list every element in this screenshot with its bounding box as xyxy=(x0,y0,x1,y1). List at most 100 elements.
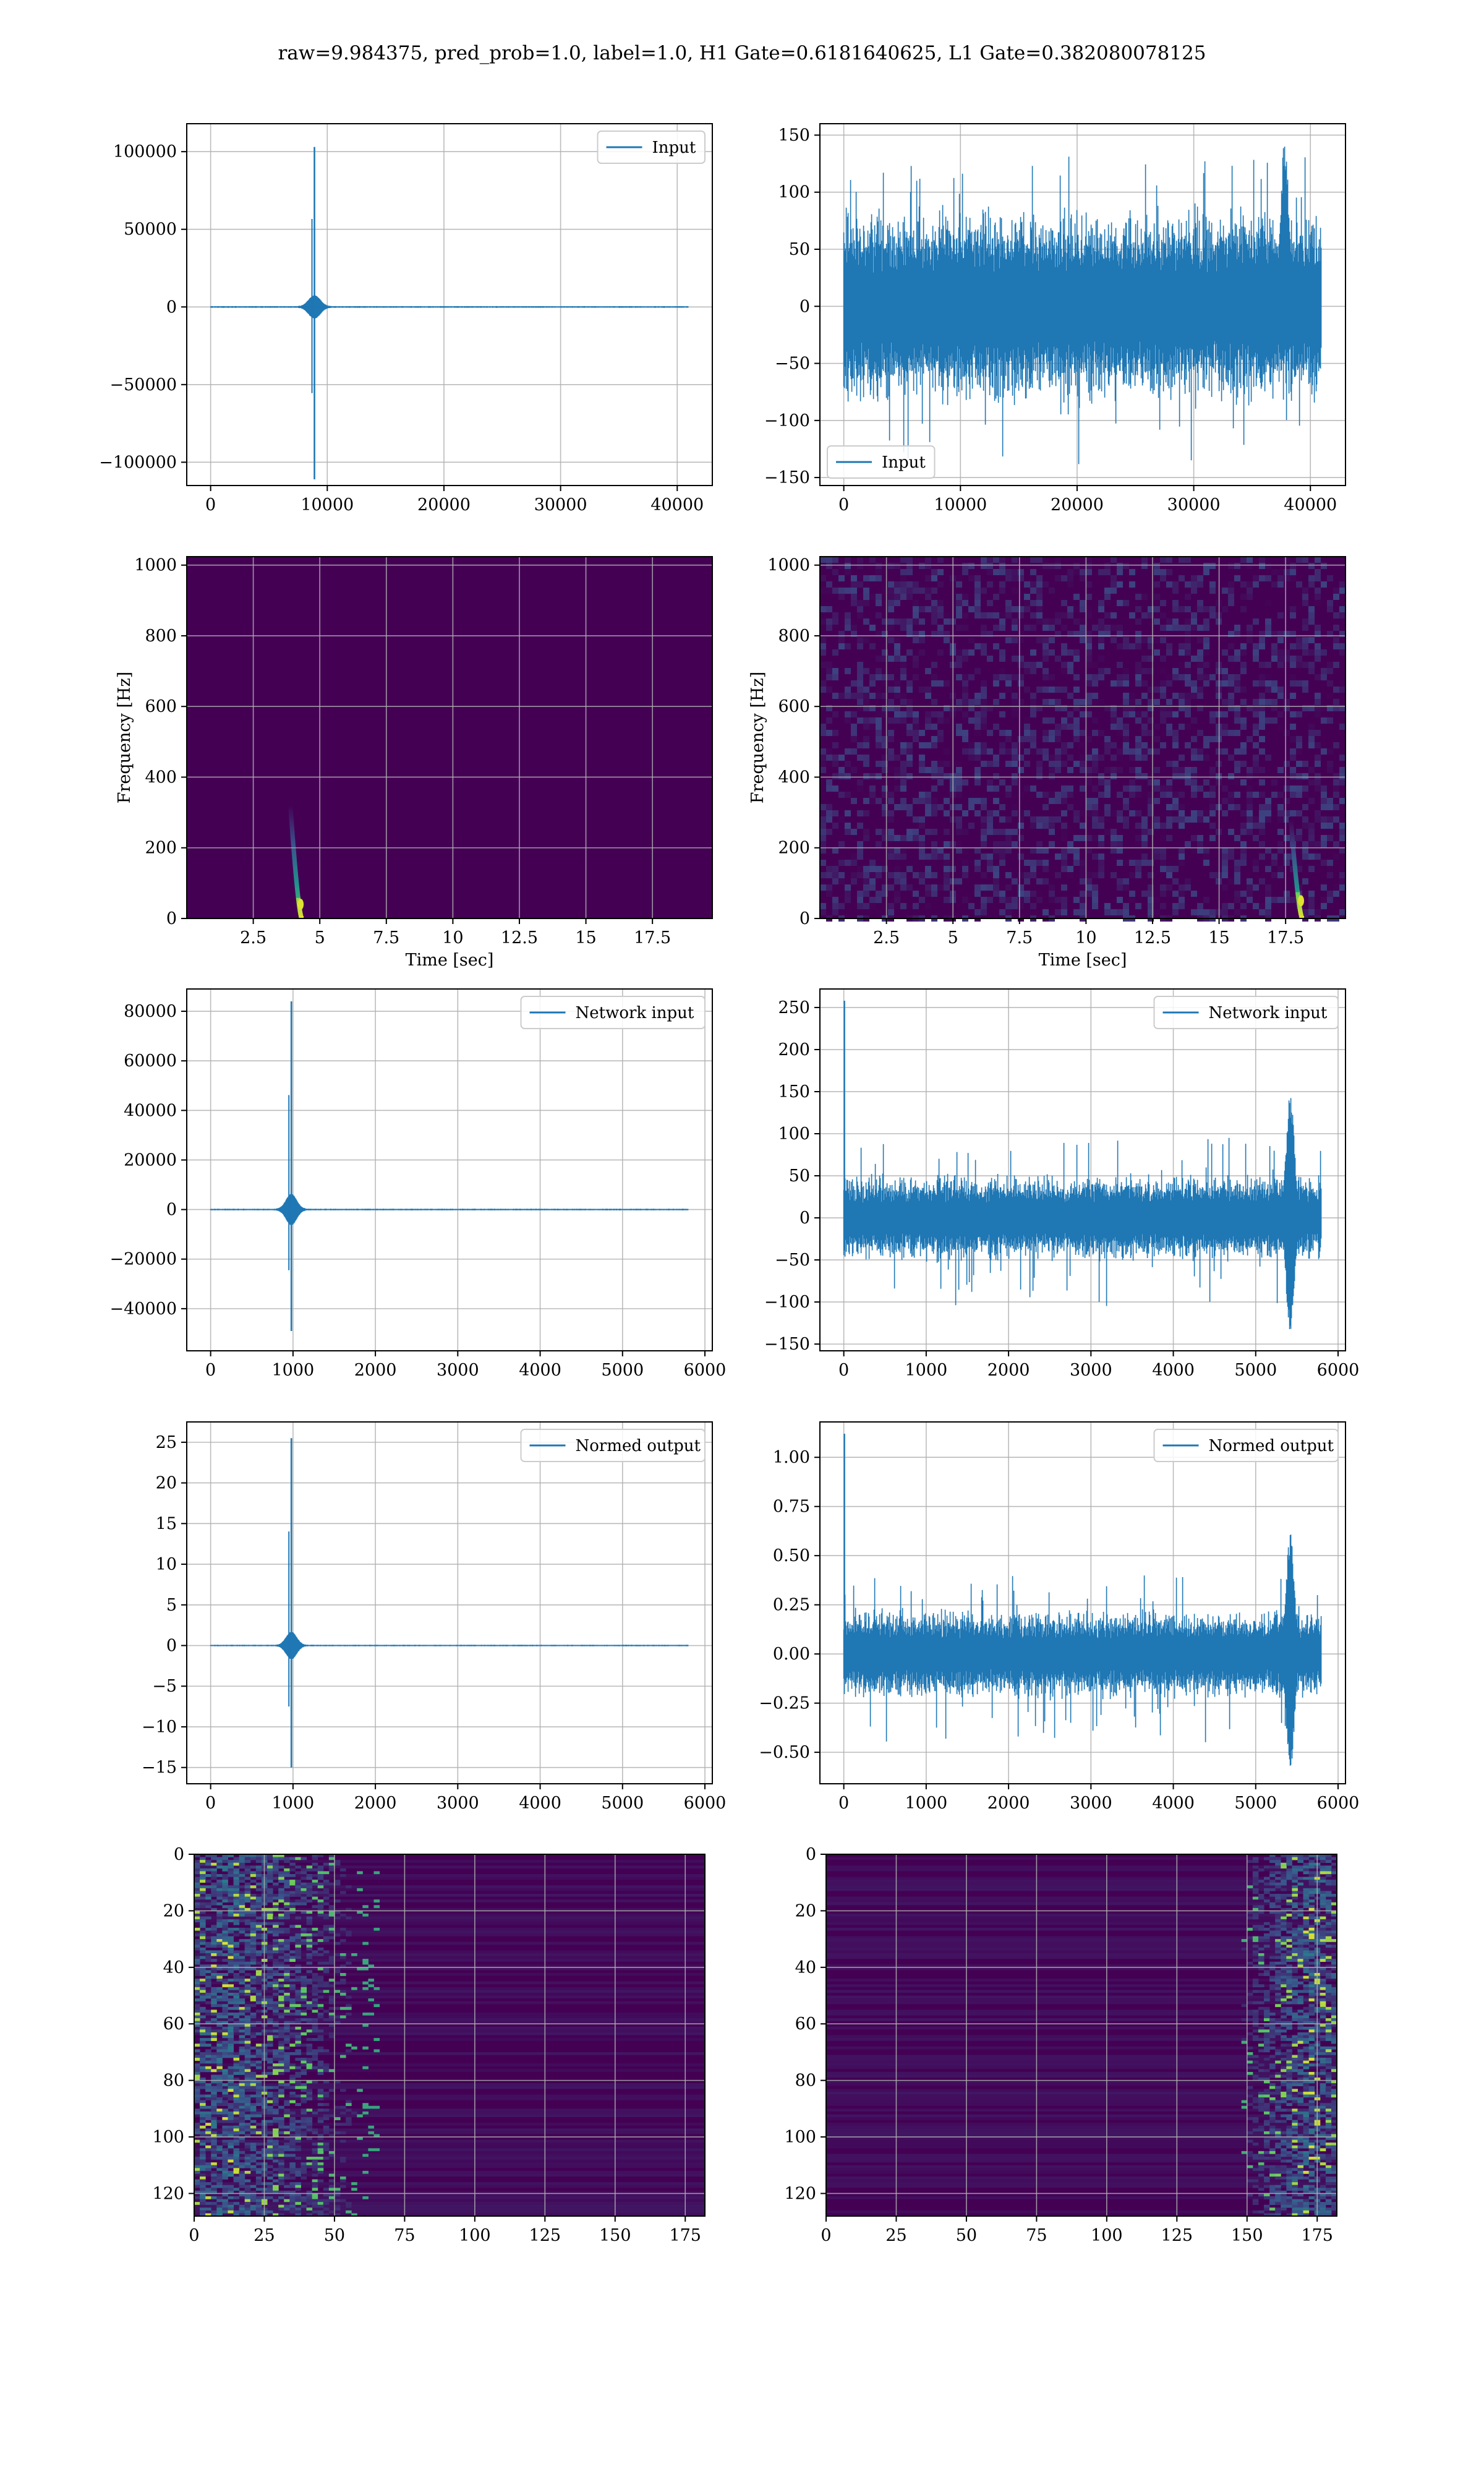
heatmap-cell xyxy=(1141,829,1148,835)
heatmap-row xyxy=(194,1899,705,1903)
heatmap-cell xyxy=(284,1882,290,1886)
heatmap-cell xyxy=(1333,804,1339,810)
heatmap-cell xyxy=(1036,557,1043,563)
heatmap-cell xyxy=(244,2032,251,2035)
heatmap-cell xyxy=(317,1984,324,1988)
heatmap-cell xyxy=(273,2134,279,2138)
y-tick-label: 150 xyxy=(778,126,810,145)
heatmap-cell xyxy=(289,2182,296,2186)
heatmap-cell xyxy=(1117,600,1123,606)
heatmap-cell xyxy=(233,2134,240,2138)
heatmap-cell xyxy=(267,1907,273,1911)
heatmap-cell xyxy=(194,2182,200,2186)
heatmap-cell xyxy=(1135,717,1141,724)
heatmap-cell xyxy=(1043,860,1049,866)
heatmap-cell xyxy=(1185,581,1191,588)
heatmap-cell xyxy=(278,2213,284,2217)
heatmap-cell xyxy=(200,2103,206,2107)
heatmap-cell xyxy=(1111,835,1117,841)
axes-frame xyxy=(819,556,1346,919)
heatmap-cell xyxy=(845,717,851,724)
heatmap-cell xyxy=(1308,854,1315,860)
heatmap-row xyxy=(194,2170,705,2174)
heatmap-cell xyxy=(233,2210,240,2214)
heatmap-cell xyxy=(1269,1857,1276,1860)
heatmap-cell xyxy=(267,1967,273,1971)
heatmap-cell xyxy=(974,909,981,915)
heatmap-cell xyxy=(981,680,987,687)
heatmap-cell xyxy=(211,1967,217,1971)
heatmap-cell xyxy=(1061,643,1067,649)
heatmap-cell xyxy=(919,687,925,693)
heatmap-cell xyxy=(301,2058,307,2061)
heatmap-cell xyxy=(250,2083,257,2087)
heatmap-cell xyxy=(239,1919,245,1922)
heatmap-cell xyxy=(222,2120,228,2123)
heatmap-cell xyxy=(1104,625,1111,631)
heatmap-cell xyxy=(273,2058,279,2061)
heatmap-cell xyxy=(278,1877,284,1880)
heatmap-cell xyxy=(244,2145,251,2149)
heatmap-cell xyxy=(1005,637,1012,643)
heatmap-cell xyxy=(1172,761,1179,767)
heatmap-cell xyxy=(312,2193,318,2197)
x-tick-label: 2000 xyxy=(354,1794,397,1813)
heatmap-cell xyxy=(317,2108,324,2112)
heatmap-cell xyxy=(273,2145,279,2149)
heatmap-cell xyxy=(250,1911,257,1914)
heatmap-row xyxy=(194,2021,705,2024)
y-tick-label: 800 xyxy=(778,627,810,646)
heatmap-cell xyxy=(1259,717,1265,724)
heatmap-cell xyxy=(216,2080,223,2084)
heatmap-cell xyxy=(999,693,1005,699)
heatmap-cell xyxy=(1005,687,1012,693)
heatmap-cell xyxy=(1030,785,1036,792)
heatmap-row xyxy=(194,1972,705,1976)
heatmap-cell xyxy=(317,2035,324,2039)
heatmap-cell xyxy=(981,773,987,779)
heatmap-cell xyxy=(1080,872,1086,878)
heatmap-cell xyxy=(1092,854,1098,860)
heatmap-cell xyxy=(987,829,993,835)
heatmap-cell xyxy=(239,1865,245,1869)
heatmap-cell xyxy=(200,1981,206,1985)
heatmap-cell xyxy=(239,1992,245,1996)
heatmap-cell xyxy=(211,1899,217,1903)
heatmap-cell xyxy=(216,2074,223,2078)
heatmap-cell xyxy=(1086,674,1092,680)
x-tick-label: 0 xyxy=(838,495,849,515)
heatmap-cell xyxy=(1228,656,1234,662)
heatmap-cell xyxy=(826,730,832,736)
heatmap-cell xyxy=(832,711,838,717)
heatmap-cell xyxy=(228,1947,234,1951)
heatmap-cell xyxy=(906,884,913,891)
heatmap-cell xyxy=(993,866,999,872)
heatmap-cell xyxy=(919,742,925,748)
heatmap-cell xyxy=(1055,575,1061,581)
heatmap-cell xyxy=(317,2137,324,2140)
heatmap-cell xyxy=(993,872,999,878)
heatmap-cell xyxy=(1104,792,1111,798)
heatmap-cell xyxy=(882,656,888,662)
heatmap-cell xyxy=(962,748,968,755)
heatmap-cell xyxy=(244,2074,251,2078)
heatmap-cell xyxy=(1018,903,1024,909)
heatmap-cell xyxy=(216,1925,223,1928)
heatmap-cell xyxy=(250,1967,257,1971)
heatmap-cell xyxy=(357,1967,363,1971)
heatmap-cell xyxy=(1123,742,1129,748)
heatmap-cell xyxy=(205,2044,211,2047)
heatmap-cell xyxy=(962,829,968,835)
heatmap-cell xyxy=(1024,594,1030,600)
heatmap-cell xyxy=(200,2029,206,2033)
heatmap-cell xyxy=(857,674,863,680)
heatmap-cell xyxy=(925,606,931,612)
heatmap-cell xyxy=(273,2094,279,2098)
heatmap-cell xyxy=(900,785,906,792)
heatmap-cell xyxy=(845,588,851,594)
heatmap-cell xyxy=(317,2103,324,2107)
heatmap-cell xyxy=(289,1862,296,1866)
heatmap-cell xyxy=(306,2038,313,2041)
heatmap-cell xyxy=(222,1998,228,2001)
heatmap-cell xyxy=(328,1868,335,1872)
